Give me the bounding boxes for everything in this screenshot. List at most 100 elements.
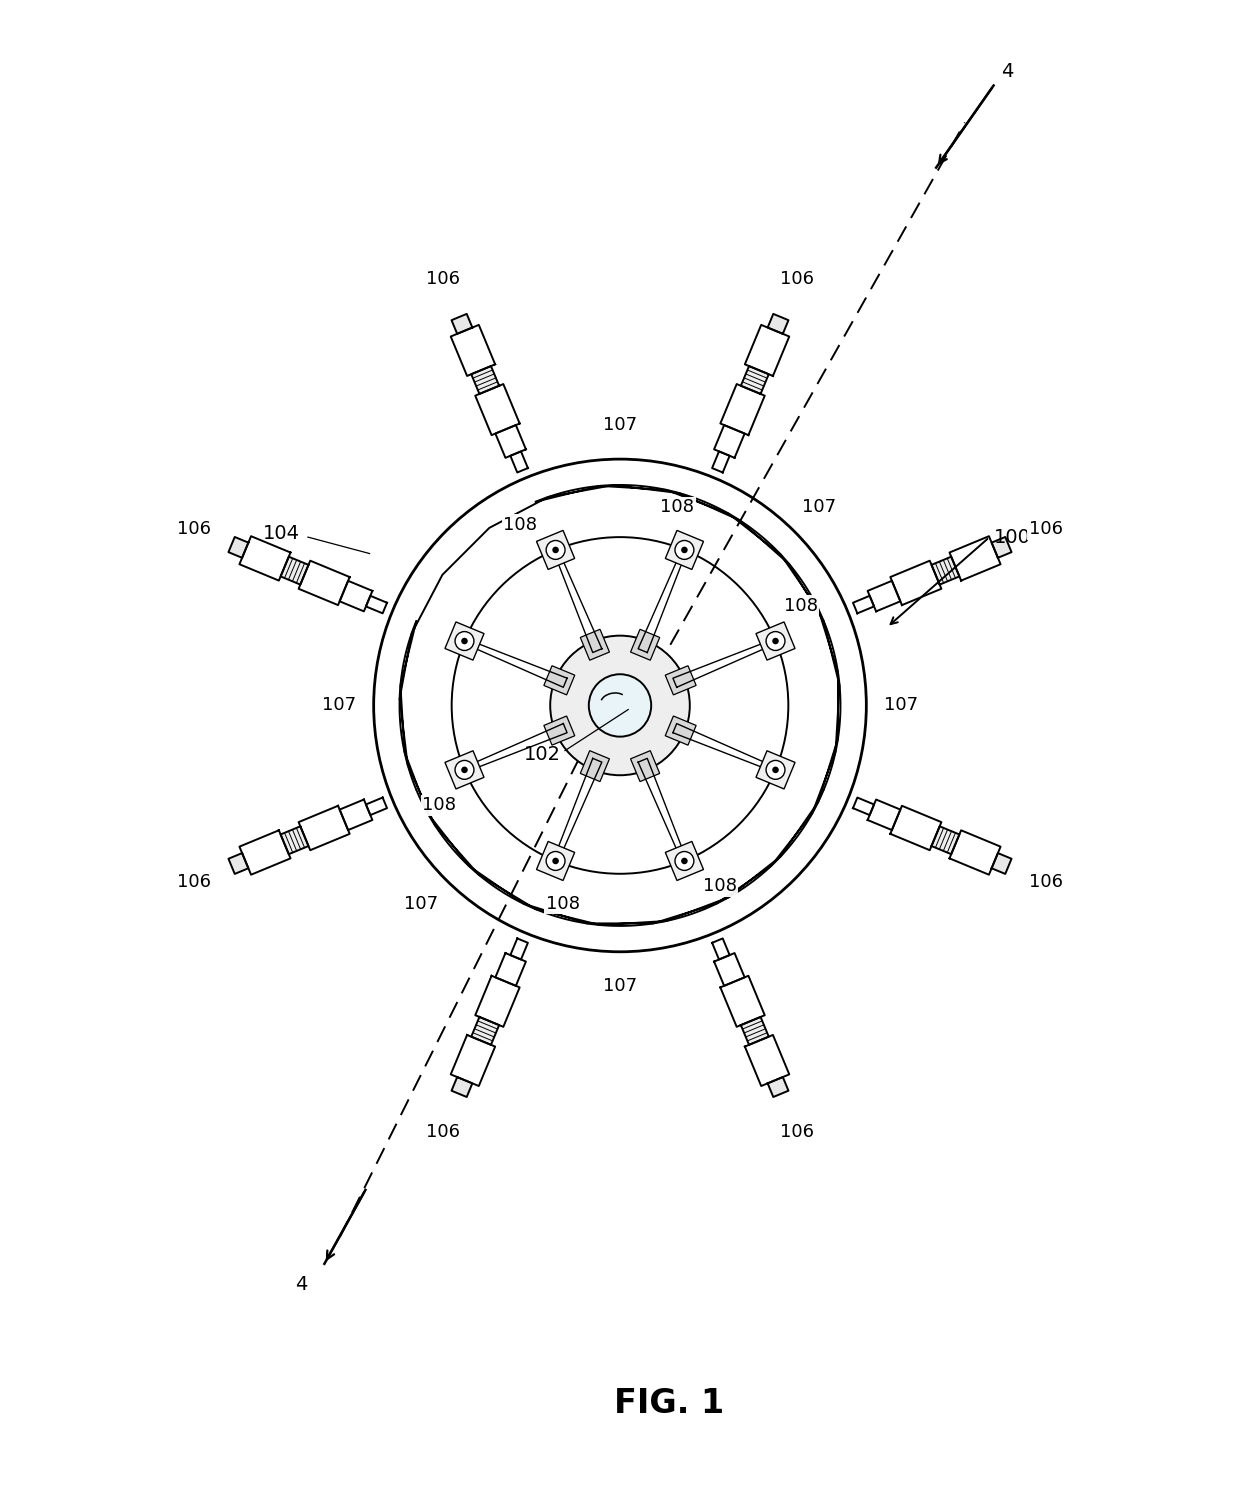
Text: 108: 108	[546, 894, 579, 912]
Polygon shape	[464, 639, 567, 687]
Polygon shape	[712, 939, 729, 960]
Text: 4: 4	[1002, 63, 1014, 81]
Text: 108: 108	[422, 796, 456, 814]
Polygon shape	[511, 451, 528, 472]
Circle shape	[546, 851, 565, 870]
Circle shape	[461, 766, 467, 773]
Polygon shape	[992, 853, 1012, 873]
Circle shape	[773, 766, 779, 773]
Polygon shape	[366, 797, 387, 815]
Polygon shape	[950, 830, 1001, 875]
Polygon shape	[580, 751, 609, 782]
Polygon shape	[745, 1035, 790, 1085]
Circle shape	[681, 546, 688, 554]
Text: 106: 106	[176, 873, 211, 891]
Circle shape	[681, 857, 688, 864]
Polygon shape	[712, 451, 729, 472]
Polygon shape	[890, 806, 941, 850]
Polygon shape	[756, 751, 795, 788]
Polygon shape	[631, 751, 660, 782]
Polygon shape	[496, 953, 526, 985]
Text: 107: 107	[603, 415, 637, 433]
Circle shape	[552, 546, 559, 554]
Polygon shape	[464, 724, 567, 772]
Polygon shape	[553, 549, 601, 652]
Polygon shape	[450, 1035, 495, 1085]
Polygon shape	[992, 537, 1012, 558]
Polygon shape	[340, 581, 372, 611]
Polygon shape	[720, 384, 765, 434]
Polygon shape	[720, 976, 765, 1027]
Polygon shape	[740, 366, 769, 394]
Polygon shape	[740, 1017, 769, 1045]
Polygon shape	[475, 976, 520, 1027]
Text: 102: 102	[523, 745, 560, 764]
Polygon shape	[228, 853, 248, 873]
Polygon shape	[366, 596, 387, 614]
Polygon shape	[931, 557, 960, 585]
Polygon shape	[666, 842, 703, 881]
Polygon shape	[239, 536, 290, 581]
Text: 107: 107	[404, 894, 439, 914]
Polygon shape	[868, 800, 900, 830]
Circle shape	[551, 636, 689, 775]
Polygon shape	[299, 806, 350, 850]
Polygon shape	[639, 549, 687, 652]
Polygon shape	[673, 639, 776, 687]
Polygon shape	[511, 939, 528, 960]
Text: 106: 106	[427, 270, 460, 288]
Polygon shape	[471, 1017, 500, 1045]
Text: 104: 104	[263, 524, 300, 542]
Text: 106: 106	[427, 1123, 460, 1141]
Polygon shape	[537, 530, 574, 569]
Polygon shape	[537, 842, 574, 881]
Polygon shape	[853, 797, 874, 815]
Text: 107: 107	[801, 497, 836, 517]
Polygon shape	[496, 426, 526, 458]
Text: 100: 100	[993, 527, 1030, 546]
Polygon shape	[451, 1076, 472, 1097]
Polygon shape	[950, 536, 1001, 581]
Polygon shape	[768, 314, 789, 334]
Polygon shape	[471, 366, 500, 394]
Text: 107: 107	[884, 696, 918, 715]
Text: 106: 106	[176, 520, 211, 537]
Polygon shape	[280, 826, 309, 854]
Circle shape	[461, 638, 467, 645]
Polygon shape	[580, 629, 609, 660]
Text: 107: 107	[603, 978, 637, 996]
Circle shape	[675, 851, 694, 870]
Polygon shape	[544, 717, 575, 745]
Polygon shape	[745, 325, 790, 376]
Polygon shape	[931, 826, 960, 854]
Polygon shape	[340, 800, 372, 830]
Text: 108: 108	[503, 515, 537, 533]
Text: 106: 106	[780, 1123, 813, 1141]
Circle shape	[552, 857, 559, 864]
Polygon shape	[239, 830, 290, 875]
Polygon shape	[853, 596, 874, 614]
Polygon shape	[890, 561, 941, 605]
Text: 4: 4	[295, 1275, 308, 1294]
Circle shape	[675, 540, 694, 560]
Circle shape	[773, 638, 779, 645]
Text: 107: 107	[322, 696, 356, 715]
Polygon shape	[228, 537, 248, 558]
Polygon shape	[450, 325, 495, 376]
Circle shape	[766, 632, 785, 651]
Polygon shape	[451, 314, 472, 334]
Polygon shape	[868, 581, 900, 611]
Text: 106: 106	[780, 270, 813, 288]
Polygon shape	[631, 629, 660, 660]
Polygon shape	[299, 561, 350, 605]
Polygon shape	[673, 724, 776, 772]
Polygon shape	[475, 384, 520, 434]
Circle shape	[455, 760, 474, 779]
Polygon shape	[714, 953, 744, 985]
Polygon shape	[445, 623, 484, 660]
Circle shape	[546, 540, 565, 560]
Text: 106: 106	[1029, 520, 1064, 537]
Circle shape	[766, 760, 785, 779]
Polygon shape	[666, 530, 703, 569]
Polygon shape	[768, 1076, 789, 1097]
